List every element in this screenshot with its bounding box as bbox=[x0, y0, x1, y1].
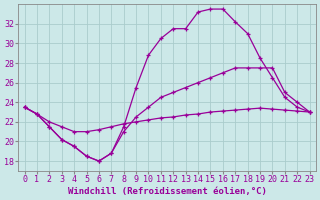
X-axis label: Windchill (Refroidissement éolien,°C): Windchill (Refroidissement éolien,°C) bbox=[68, 187, 267, 196]
